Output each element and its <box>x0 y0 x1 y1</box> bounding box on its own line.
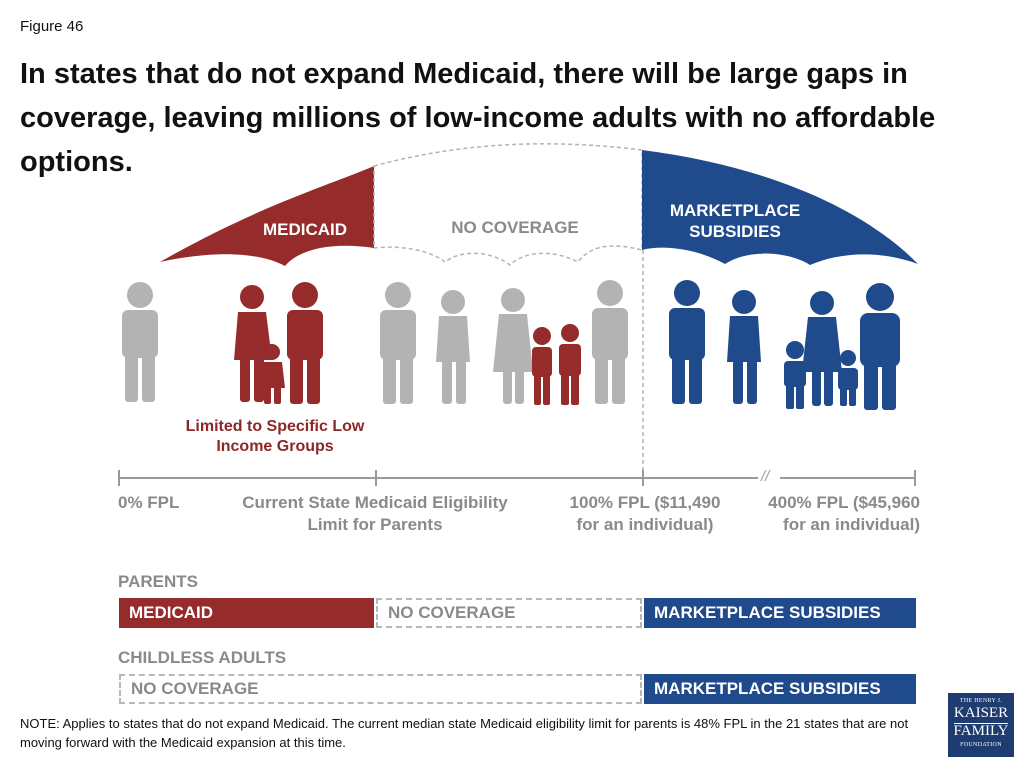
no-coverage-canopy <box>373 143 643 266</box>
person-blue-man <box>669 280 705 404</box>
person-blue-man <box>860 283 900 410</box>
people-figures <box>122 280 900 410</box>
logo-line: THE HENRY J. <box>959 698 1003 704</box>
person-red-woman <box>234 285 272 402</box>
axis-break-mark: // <box>760 468 771 485</box>
parents-no-coverage-bar: NO COVERAGE <box>376 598 642 628</box>
person-gray-woman-dress <box>493 288 533 404</box>
parents-title: PARENTS <box>118 572 198 591</box>
parents-medicaid-bar: MEDICAID <box>119 598 374 628</box>
parents-marketplace-bar: MARKETPLACE SUBSIDIES <box>644 598 916 628</box>
kff-logo: THE HENRY J. KAISER FAMILY FOUNDATION <box>948 693 1014 757</box>
footnote: NOTE: Applies to states that do not expa… <box>20 716 909 750</box>
childless-marketplace-bar: MARKETPLACE SUBSIDIES <box>644 674 916 704</box>
person-blue-child <box>838 350 858 406</box>
umbrella-medicaid-label: MEDICAID <box>262 220 348 239</box>
person-blue-woman-dress <box>802 291 842 406</box>
person-gray-woman <box>436 290 470 404</box>
person-red-child <box>259 344 285 404</box>
childless-adults-title: CHILDLESS ADULTS <box>118 648 287 667</box>
person-red-child <box>559 324 581 405</box>
medicaid-canopy <box>160 166 374 266</box>
headline: In states that do not expand Medicaid, t… <box>20 58 936 178</box>
umbrella-no-coverage-label: NO COVERAGE <box>451 218 579 237</box>
person-red-man <box>287 282 323 404</box>
axis-label-current-limit: Current State Medicaid Eligibility Limit… <box>242 493 508 534</box>
person-red-child <box>532 327 552 405</box>
umbrella-marketplace-label: MARKETPLACE SUBSIDIES <box>669 201 801 241</box>
axis-label-400-fpl: 400% FPL ($45,960 for an individual) <box>768 493 920 534</box>
axis-label-0-fpl: 0% FPL <box>118 493 180 512</box>
person-gray-adult <box>592 280 628 404</box>
axis-label-100-fpl: 100% FPL ($11,490 for an individual) <box>569 493 721 534</box>
childless-no-coverage-bar: NO COVERAGE <box>119 674 642 704</box>
marketplace-canopy <box>642 150 918 265</box>
person-blue-child <box>784 341 806 409</box>
logo-line: FAMILY <box>953 723 1009 739</box>
person-gray-adult <box>122 282 158 402</box>
fpl-axis <box>118 470 916 486</box>
logo-line: FOUNDATION <box>960 742 1002 748</box>
person-blue-woman <box>727 290 761 404</box>
figure-label: Figure 46 <box>20 18 84 35</box>
limited-groups-note: Limited to Specific Low Income Groups <box>185 418 365 455</box>
logo-line: KAISER <box>953 705 1009 721</box>
person-gray-man <box>380 282 416 404</box>
